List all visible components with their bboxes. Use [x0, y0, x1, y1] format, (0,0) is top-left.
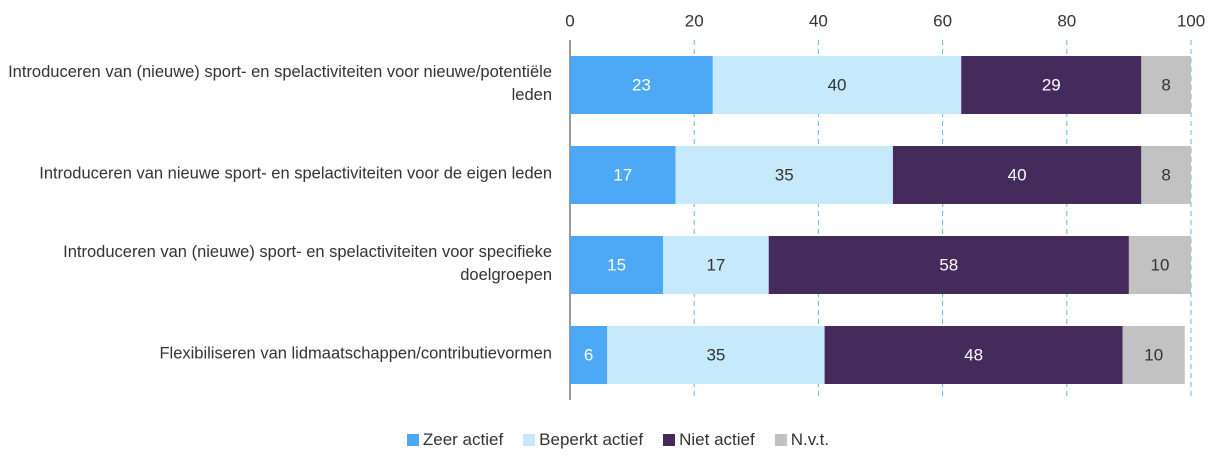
- value-label: 10: [1144, 345, 1163, 364]
- category-label: Introduceren van (nieuwe) sport- en spel…: [8, 63, 552, 104]
- legend-label: Niet actief: [679, 430, 755, 449]
- category-label: Flexibiliseren van lidmaatschappen/contr…: [159, 344, 552, 363]
- value-label: 40: [828, 75, 847, 94]
- value-label: 15: [607, 255, 626, 274]
- legend-label: Zeer actief: [422, 430, 504, 449]
- bar: [675, 146, 893, 204]
- legend-swatch: [774, 434, 787, 446]
- legend-swatch: [663, 434, 676, 446]
- bar: [570, 56, 713, 114]
- bar: [1128, 236, 1191, 294]
- value-label: 40: [1008, 165, 1027, 184]
- value-label: 58: [939, 255, 958, 274]
- x-tick-label: 100: [1177, 11, 1205, 30]
- value-label: 8: [1161, 165, 1170, 184]
- bar: [607, 326, 825, 384]
- legend-swatch: [523, 434, 536, 446]
- bar: [961, 56, 1142, 114]
- value-label: 17: [706, 255, 725, 274]
- x-tick-label: 20: [685, 11, 704, 30]
- x-tick-label: 40: [809, 11, 828, 30]
- category-label: Introduceren van (nieuwe) sport- en spel…: [63, 243, 552, 284]
- x-tick-label: 80: [1057, 11, 1076, 30]
- bar: [1122, 326, 1185, 384]
- bar: [570, 146, 676, 204]
- value-label: 17: [613, 165, 632, 184]
- value-label: 10: [1150, 255, 1169, 274]
- value-label: 6: [584, 345, 593, 364]
- legend-item: Beperkt actief: [523, 430, 643, 450]
- legend: Zeer actief Beperkt actief Niet actief N.v.…: [0, 430, 1219, 450]
- bar: [1141, 56, 1191, 114]
- bar: [768, 236, 1129, 294]
- legend-label: Beperkt actief: [539, 430, 644, 449]
- value-label: 48: [964, 345, 983, 364]
- value-label: 35: [775, 165, 794, 184]
- value-label: 8: [1161, 75, 1170, 94]
- value-label: 29: [1042, 75, 1061, 94]
- value-label: 23: [632, 75, 651, 94]
- x-tick-label: 60: [933, 11, 952, 30]
- legend-label: N.v.t.: [790, 430, 830, 449]
- bar: [570, 236, 664, 294]
- bar: [570, 326, 608, 384]
- bar: [1141, 146, 1191, 204]
- x-tick-label: 0: [565, 11, 574, 30]
- bar: [892, 146, 1142, 204]
- value-label: 35: [706, 345, 725, 364]
- legend-item: N.v.t.: [774, 430, 830, 450]
- bar: [712, 56, 962, 114]
- bar: [663, 236, 769, 294]
- legend-swatch: [406, 434, 419, 446]
- category-label: Introduceren van nieuwe sport- en spelac…: [39, 164, 552, 183]
- legend-item: Niet actief: [663, 430, 755, 450]
- bar: [824, 326, 1123, 384]
- legend-item: Zeer actief: [406, 430, 504, 450]
